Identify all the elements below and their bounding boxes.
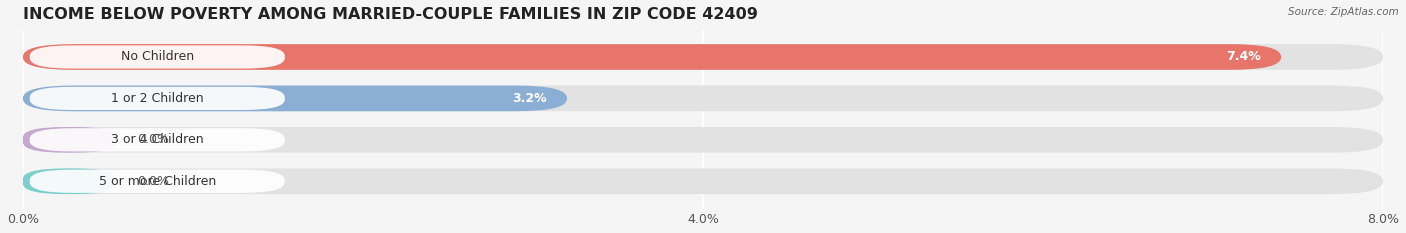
Text: 1 or 2 Children: 1 or 2 Children (111, 92, 204, 105)
FancyBboxPatch shape (22, 44, 1384, 70)
Text: 3.2%: 3.2% (512, 92, 547, 105)
Text: Source: ZipAtlas.com: Source: ZipAtlas.com (1288, 7, 1399, 17)
FancyBboxPatch shape (22, 86, 567, 111)
FancyBboxPatch shape (22, 86, 1384, 111)
Text: 7.4%: 7.4% (1226, 51, 1261, 63)
Text: 3 or 4 Children: 3 or 4 Children (111, 133, 204, 146)
Text: 0.0%: 0.0% (136, 175, 169, 188)
FancyBboxPatch shape (22, 168, 117, 194)
FancyBboxPatch shape (30, 87, 285, 110)
FancyBboxPatch shape (22, 168, 1384, 194)
Text: 0.0%: 0.0% (136, 133, 169, 146)
Text: 5 or more Children: 5 or more Children (98, 175, 217, 188)
FancyBboxPatch shape (30, 170, 285, 193)
FancyBboxPatch shape (30, 128, 285, 151)
FancyBboxPatch shape (30, 45, 285, 69)
Text: INCOME BELOW POVERTY AMONG MARRIED-COUPLE FAMILIES IN ZIP CODE 42409: INCOME BELOW POVERTY AMONG MARRIED-COUPL… (22, 7, 758, 22)
FancyBboxPatch shape (22, 44, 1281, 70)
FancyBboxPatch shape (22, 127, 1384, 153)
FancyBboxPatch shape (22, 127, 117, 153)
Text: No Children: No Children (121, 51, 194, 63)
